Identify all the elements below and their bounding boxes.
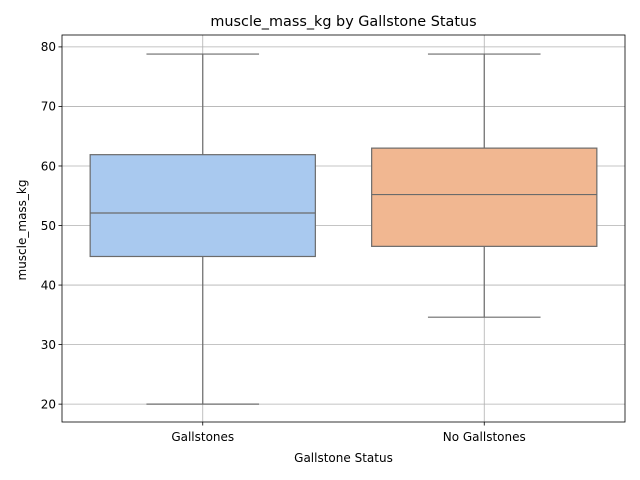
y-tick-label: 70	[41, 100, 56, 114]
box-group	[371, 53, 598, 318]
x-axis-label: Gallstone Status	[294, 451, 393, 465]
y-tick-label: 40	[41, 278, 56, 292]
chart-title: muscle_mass_kg by Gallstone Status	[210, 14, 476, 30]
plot-frame	[61, 34, 626, 423]
y-tick-label: 50	[41, 219, 56, 233]
y-tick-label: 80	[41, 40, 56, 54]
iqr-box	[89, 154, 316, 258]
x-tick-label: No Gallstones	[443, 430, 526, 444]
y-tick-label: 20	[41, 397, 56, 411]
y-axis-label: muscle_mass_kg	[15, 180, 29, 281]
y-tick-label: 60	[41, 159, 56, 173]
x-tick-label: Gallstones	[171, 430, 234, 444]
box-layer	[89, 53, 598, 405]
box-group	[89, 53, 316, 405]
axes-layer: 20 30 40 50 60 70 80 Gallstones No Gallstones	[41, 34, 626, 444]
y-tick-label: 30	[41, 338, 56, 352]
iqr-box	[371, 147, 598, 247]
